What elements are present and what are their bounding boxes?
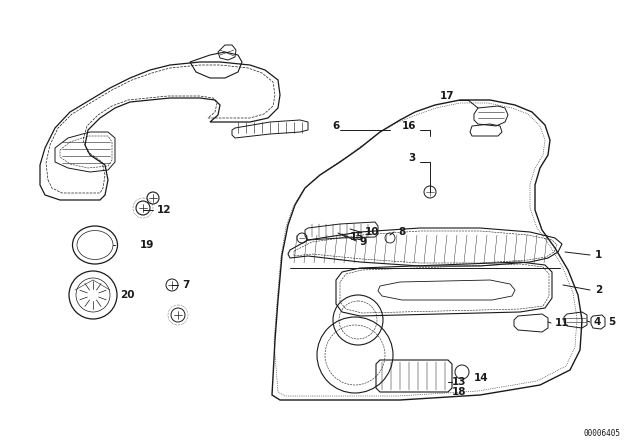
Text: 14: 14 [474, 373, 488, 383]
Text: 2: 2 [595, 285, 602, 295]
Text: 13: 13 [452, 377, 467, 387]
Text: 16: 16 [401, 121, 416, 131]
Text: 10: 10 [365, 227, 380, 237]
Text: 1: 1 [595, 250, 602, 260]
Text: 8: 8 [398, 227, 405, 237]
Text: 6: 6 [333, 121, 340, 131]
Text: 5: 5 [608, 317, 615, 327]
Text: 4: 4 [593, 317, 600, 327]
Text: 20: 20 [120, 290, 134, 300]
Text: 9: 9 [360, 237, 367, 247]
Text: 3: 3 [409, 153, 416, 163]
Text: 15: 15 [350, 232, 365, 242]
Text: 7: 7 [182, 280, 189, 290]
Text: 00006405: 00006405 [583, 429, 620, 438]
Text: 17: 17 [440, 91, 454, 101]
Text: 11: 11 [555, 318, 570, 328]
Text: 12: 12 [157, 205, 172, 215]
Text: 19: 19 [140, 240, 154, 250]
Text: 18: 18 [452, 387, 467, 397]
